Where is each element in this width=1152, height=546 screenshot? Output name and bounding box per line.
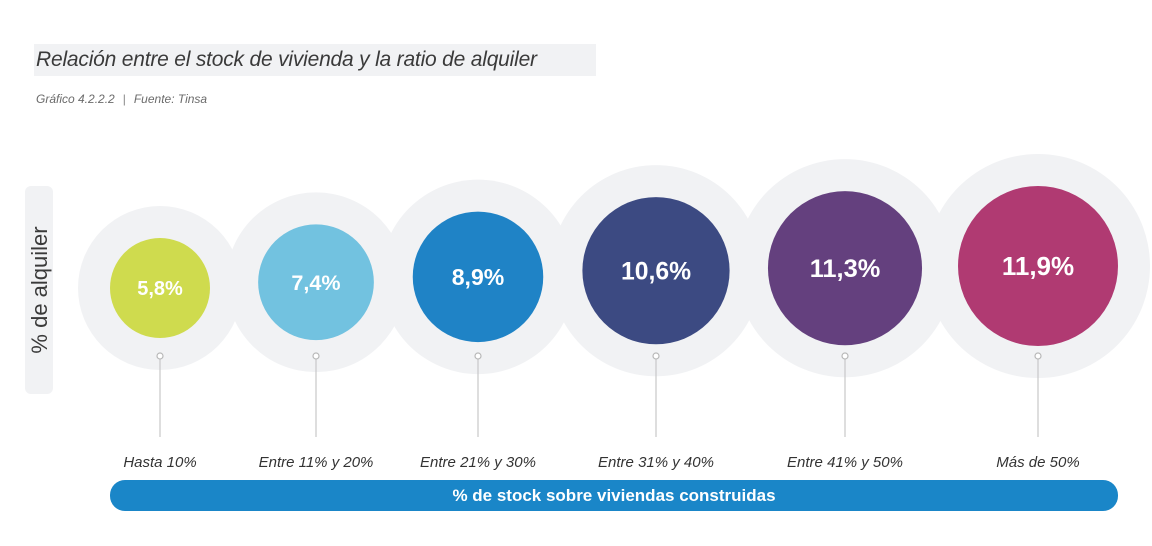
chart-title: Relación entre el stock de vivienda y la… <box>34 44 596 76</box>
category-label-0: Hasta 10% <box>123 454 196 471</box>
source-label: Fuente: Tinsa <box>133 92 208 106</box>
category-label-4: Entre 41% y 50% <box>787 454 903 471</box>
connector-dot-3 <box>652 352 660 360</box>
value-label-3: 10,6% <box>621 258 691 285</box>
bubble-1 <box>258 224 374 341</box>
connector-dot-5 <box>1034 352 1042 360</box>
y-axis-label-box <box>25 186 53 394</box>
category-label-1: Entre 11% y 20% <box>259 454 374 471</box>
bubble-2 <box>412 211 544 343</box>
category-label-5: Más de 50% <box>996 454 1079 471</box>
value-label-5: 11,9% <box>1002 251 1074 281</box>
bubble-5 <box>958 186 1118 346</box>
x-axis-label: % de stock sobre viviendas construidas <box>110 480 1118 511</box>
connector-dot-0 <box>156 352 164 360</box>
chart-subtitle: Gráfico 4.2.2.2 | Fuente: Tinsa <box>36 92 207 106</box>
value-label-1: 7,4% <box>291 270 340 295</box>
separator: | <box>122 92 126 106</box>
figure-number: Gráfico 4.2.2.2 <box>36 92 115 106</box>
category-label-3: Entre 31% y 40% <box>598 454 714 471</box>
category-label-2: Entre 21% y 30% <box>420 454 536 471</box>
value-label-0: 5,8% <box>137 278 183 300</box>
bubble-0 <box>110 238 210 338</box>
bubble-4 <box>767 191 923 346</box>
value-label-4: 11,3% <box>810 255 881 283</box>
value-label-2: 8,9% <box>452 264 505 290</box>
connector-dot-1 <box>312 352 320 360</box>
connector-dot-2 <box>474 352 482 360</box>
connector-dot-4 <box>841 352 849 360</box>
bubble-3 <box>582 197 730 345</box>
